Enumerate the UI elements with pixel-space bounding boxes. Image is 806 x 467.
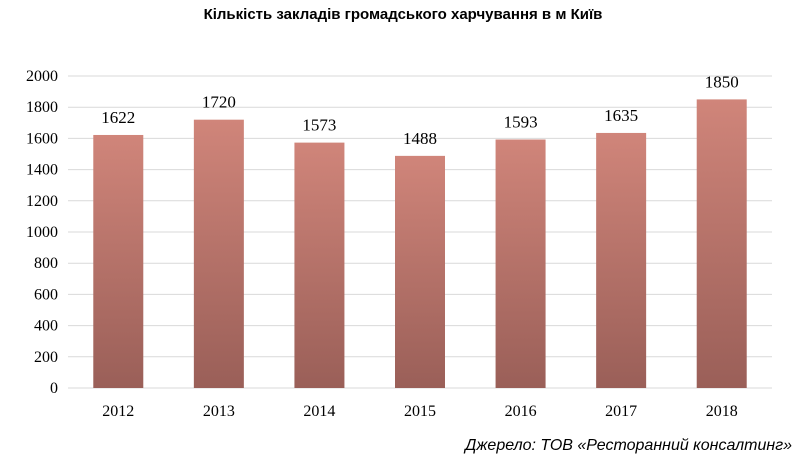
data-label-2015: 1488 — [403, 129, 437, 148]
bar-2016 — [495, 139, 546, 388]
y-tick-label: 1600 — [26, 130, 58, 147]
data-label-2018: 1850 — [705, 72, 739, 91]
y-tick-label: 200 — [34, 349, 58, 366]
y-axis-ticks: 0 200 400 600 800 1000 1200 1400 1600 1800 2000 — [26, 68, 58, 397]
y-tick-label: 0 — [50, 380, 58, 397]
x-tick-label-2013: 2013 — [203, 403, 235, 420]
source-note: Джерело: ТОВ «Ресторанний консалтинг» — [465, 437, 792, 454]
x-tick-label-2012: 2012 — [102, 403, 134, 420]
y-tick-label: 800 — [34, 255, 58, 272]
x-tick-label-2015: 2015 — [404, 403, 436, 420]
data-label-2014: 1573 — [302, 116, 336, 135]
bars — [93, 99, 747, 389]
bar-2012 — [93, 134, 144, 388]
y-tick-label: 600 — [34, 286, 58, 303]
y-tick-label: 1800 — [26, 99, 58, 116]
x-tick-label-2017: 2017 — [605, 403, 637, 420]
bar-2017 — [596, 132, 647, 388]
bar-2014 — [294, 142, 345, 388]
x-axis-ticks: 2012 2013 2014 2015 2016 2017 2018 — [102, 403, 737, 420]
x-tick-label-2018: 2018 — [706, 403, 738, 420]
y-tick-label: 1000 — [26, 224, 58, 241]
bar-2015 — [395, 155, 445, 388]
data-label-2013: 1720 — [202, 93, 236, 112]
y-tick-label: 2000 — [26, 68, 58, 85]
data-label-2017: 1635 — [604, 106, 638, 125]
chart-title: Кількість закладів громадського харчуван… — [203, 6, 603, 23]
x-tick-label-2016: 2016 — [505, 403, 537, 420]
data-labels: 1622 1720 1573 1488 1593 1635 1850 — [101, 72, 738, 147]
data-label-2016: 1593 — [504, 112, 538, 131]
y-tick-label: 1200 — [26, 193, 58, 210]
y-tick-label: 400 — [34, 318, 58, 335]
bar-2018 — [696, 99, 747, 389]
y-tick-label: 1400 — [26, 162, 58, 179]
x-tick-label-2014: 2014 — [303, 403, 335, 420]
data-label-2012: 1622 — [101, 108, 135, 127]
bar-2013 — [193, 119, 244, 389]
